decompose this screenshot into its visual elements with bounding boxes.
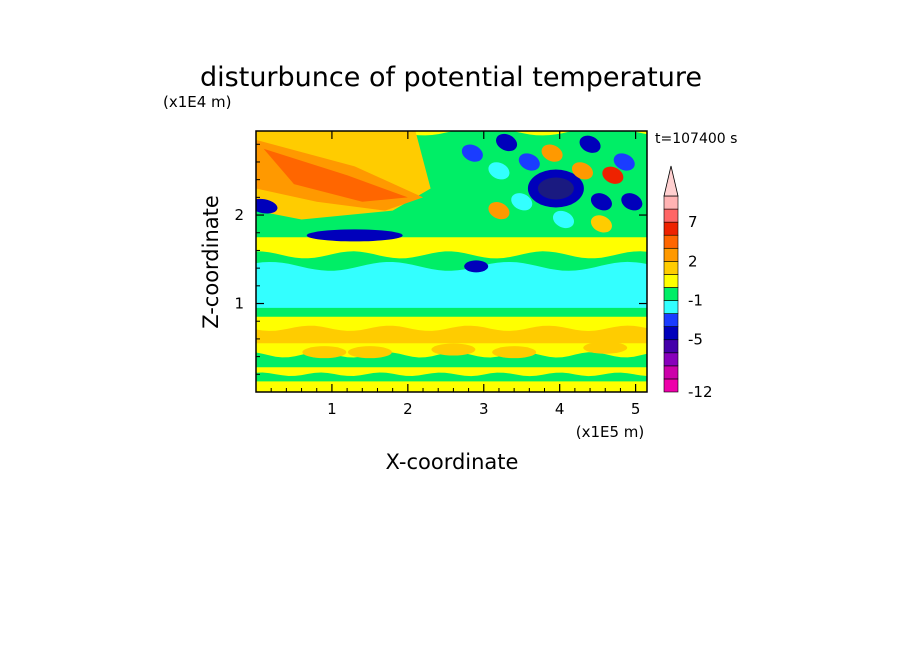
x-axis-label: X-coordinate — [386, 450, 519, 474]
colorbar-extend-arrow — [663, 165, 679, 197]
colorbar-swatch — [663, 378, 679, 393]
colorbar-swatch — [663, 300, 679, 314]
colorbar-swatch — [663, 287, 679, 301]
colorbar-label: 2 — [688, 252, 698, 270]
field-warm-max — [263, 148, 408, 202]
colorbar-swatch — [663, 339, 679, 354]
y-axis-label: Z-coordinate — [199, 195, 223, 329]
field-wave-cell-15 — [446, 175, 468, 193]
colorbar-label: -1 — [688, 292, 703, 310]
plot-frame — [255, 130, 648, 393]
colorbar-label: -5 — [688, 331, 703, 349]
field-wave-cell-10 — [602, 166, 624, 184]
colorbar-swatch — [663, 208, 679, 223]
y-axis-ticks: 12 — [234, 143, 647, 375]
colorbar-swatch — [663, 326, 679, 341]
colorbar-swatch — [663, 261, 679, 275]
x-tick-label: 1 — [327, 400, 337, 418]
field-low-warm-0 — [302, 346, 347, 359]
field-wave-cell-4 — [579, 135, 601, 153]
colorbar-swatch — [663, 195, 679, 210]
field-wave-cell-11 — [541, 144, 563, 162]
chart-title: disturbunce of potential temperature — [200, 62, 702, 93]
colorbar-swatch — [663, 274, 679, 288]
x-tick-label: 4 — [555, 400, 565, 418]
field-wave-cell-6 — [621, 193, 643, 211]
field-wave-cell-13 — [552, 210, 575, 229]
colorbar-swatch — [663, 247, 679, 262]
contour-field — [256, 131, 647, 392]
colorbar: -12-5-127 — [663, 165, 713, 401]
field-layer-gold — [256, 325, 647, 344]
field-layer-cyan — [256, 261, 647, 308]
field-wave-cell-12 — [488, 202, 510, 220]
field-wave-cell-3 — [518, 153, 540, 171]
x-scale-note: (x1E5 m) — [576, 423, 645, 441]
field-low-warm-2 — [431, 343, 476, 356]
field-layer-bottom-green — [256, 372, 647, 382]
field-layer-low-green — [256, 352, 647, 368]
field-wave-cell-5 — [590, 193, 612, 211]
colorbar-swatch — [663, 352, 679, 367]
field-wave-cell-9 — [571, 162, 593, 180]
time-label: t=107400 s — [655, 131, 737, 147]
colorbar-label: -12 — [688, 383, 713, 401]
field-wave-cell-7 — [613, 153, 635, 171]
field-low-warm-1 — [347, 346, 392, 359]
field-cold-band — [306, 229, 403, 242]
field-low-warm-4 — [583, 341, 628, 354]
field-wave-cell-8 — [511, 193, 533, 211]
colorbar-label: 7 — [688, 213, 698, 231]
field-cold-cell-core — [537, 177, 574, 200]
field-wave-cell-0 — [461, 144, 483, 162]
x-tick-label: 3 — [479, 400, 489, 418]
y-scale-note: (x1E4 m) — [163, 93, 232, 111]
colorbar-swatch — [663, 234, 679, 249]
field-wave-cell-2 — [496, 133, 518, 152]
field-wave-cell-14 — [590, 215, 612, 233]
field-low-warm-3 — [492, 346, 537, 359]
x-tick-label: 5 — [631, 400, 641, 418]
x-axis-ticks: 1 2 3 4 5 — [270, 131, 641, 418]
y-tick-label: 1 — [234, 295, 244, 313]
x-tick-label: 2 — [403, 400, 413, 418]
colorbar-swatch — [663, 365, 679, 380]
colorbar-swatch — [663, 313, 679, 327]
field-wave-cell-1 — [488, 162, 510, 180]
y-tick-label: 2 — [234, 206, 244, 224]
field-cold-mid — [464, 260, 489, 273]
colorbar-swatch — [663, 221, 679, 236]
